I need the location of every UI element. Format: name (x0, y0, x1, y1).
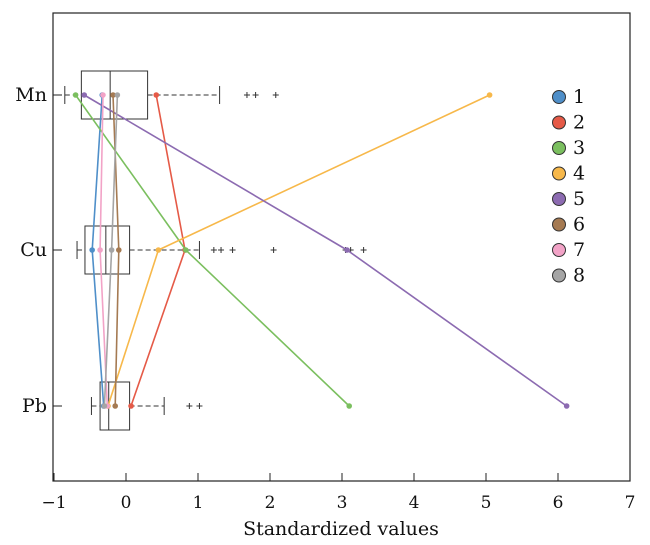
outlier-marker (218, 247, 225, 253)
x-tick-label: 7 (625, 493, 636, 513)
series-point (182, 247, 189, 253)
series-point (155, 247, 162, 253)
legend-marker (552, 115, 566, 130)
series-point (486, 92, 493, 98)
legend-label: 8 (573, 265, 585, 287)
series-7 (97, 92, 111, 409)
series-4 (105, 92, 493, 409)
legend-item-2: 2 (552, 112, 585, 134)
series-point (81, 92, 88, 98)
outlier-marker (243, 92, 250, 98)
series-point (97, 247, 103, 253)
outlier-marker (229, 247, 236, 253)
legend-label: 3 (573, 137, 585, 159)
series-point (128, 403, 134, 409)
legend-label: 2 (573, 112, 585, 134)
legend-marker (552, 141, 566, 155)
x-tick-label: 2 (265, 493, 276, 513)
legend-item-5: 5 (552, 188, 585, 210)
legend-marker (552, 192, 566, 206)
series-5 (81, 92, 570, 409)
category-label: Pb (22, 395, 47, 417)
x-tick-label: 5 (481, 493, 492, 513)
legend-item-6: 6 (552, 214, 585, 236)
category-label: Mn (15, 84, 47, 106)
outlier-marker (210, 247, 217, 253)
legend-item-3: 3 (552, 137, 585, 159)
outlier-marker (272, 92, 279, 98)
x-tick-label: 1 (193, 493, 204, 513)
series-point (110, 92, 116, 98)
series-point (112, 403, 118, 409)
outlier-marker (252, 92, 259, 98)
series-point (153, 92, 160, 98)
outlier-marker (360, 247, 367, 253)
legend-item-8: 8 (552, 265, 585, 287)
x-tick-label: 3 (337, 493, 348, 513)
box-iqr (84, 225, 131, 275)
series-point (116, 247, 122, 253)
legend-marker (552, 217, 566, 232)
x-tick-label: 0 (121, 493, 132, 513)
legend-marker (552, 243, 566, 257)
series-point (100, 92, 106, 98)
legend-label: 7 (573, 239, 585, 261)
x-tick-label: −1 (41, 493, 66, 513)
legend-item-7: 7 (552, 239, 585, 261)
category-label: Cu (20, 239, 47, 261)
legend-marker (552, 166, 566, 181)
x-tick-label: 4 (409, 493, 420, 513)
legend-marker (552, 90, 566, 104)
legend-marker (552, 268, 566, 283)
series-point (114, 92, 121, 98)
legend-label: 1 (573, 86, 585, 108)
series-point (346, 403, 353, 409)
legend-item-1: 1 (552, 86, 585, 108)
x-axis-title: Standardized values (243, 518, 439, 540)
legend-label: 6 (573, 214, 585, 236)
outlier-marker (270, 247, 277, 253)
series-3 (72, 92, 353, 409)
x-tick-label: 6 (553, 493, 564, 513)
outlier-marker (186, 403, 193, 409)
series-point (72, 92, 79, 98)
series-8 (101, 92, 121, 409)
series-point (344, 247, 350, 253)
series-point (563, 403, 570, 409)
outlier-marker (196, 403, 203, 409)
series-point (108, 247, 115, 253)
legend-label: 4 (573, 163, 585, 185)
series-point (89, 247, 95, 253)
legend-label: 5 (573, 188, 585, 210)
box-mn (64, 70, 279, 120)
legend-item-4: 4 (552, 163, 585, 185)
series-point (101, 403, 108, 409)
